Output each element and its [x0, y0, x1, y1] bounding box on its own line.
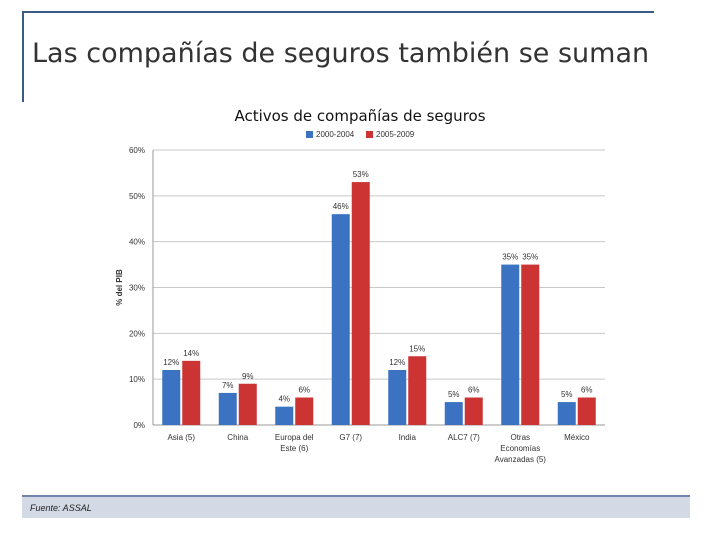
- data-label: 4%: [278, 395, 290, 404]
- bar: [275, 406, 294, 425]
- bar: [557, 402, 576, 425]
- legend-swatch: [366, 131, 373, 138]
- y-tick-label: 20%: [129, 329, 145, 338]
- slide-title: Las compañías de seguros también se suma…: [32, 38, 650, 69]
- data-label: 9%: [242, 372, 254, 381]
- y-tick-label: 60%: [129, 146, 145, 155]
- data-label: 15%: [409, 344, 425, 353]
- y-tick-label: 30%: [129, 284, 145, 293]
- bar: [464, 397, 483, 425]
- data-label: 46%: [333, 202, 349, 211]
- y-tick-label: 0%: [133, 421, 145, 430]
- bar: [162, 370, 181, 425]
- bar: [331, 214, 350, 425]
- data-label: 6%: [468, 386, 480, 395]
- data-label: 5%: [448, 390, 460, 399]
- legend-swatch: [306, 131, 313, 138]
- x-tick-label: India: [399, 433, 417, 442]
- data-label: 7%: [222, 381, 234, 390]
- bar: [521, 264, 540, 425]
- x-tick-label: Otras: [510, 433, 530, 442]
- data-label: 53%: [353, 170, 369, 179]
- x-tick-label: ALC7 (7): [448, 433, 480, 442]
- x-tick-label: Europa del: [275, 433, 314, 442]
- footer-bar: [22, 495, 690, 518]
- bar: [388, 370, 407, 425]
- x-tick-label: China: [227, 433, 248, 442]
- bar-chart: 0% 10% 20% 30% 40% 50% 60% % del PIB 2000-2004 20…: [115, 130, 605, 464]
- y-axis-label: % del PIB: [115, 269, 124, 306]
- legend-label: 2000-2004: [316, 130, 355, 139]
- data-label: 12%: [163, 358, 179, 367]
- bar: [295, 397, 314, 425]
- bar: [408, 356, 427, 425]
- footer-source: Fuente: ASSAL: [30, 503, 92, 513]
- y-tick-label: 10%: [129, 375, 145, 384]
- bar: [501, 264, 520, 425]
- x-tick-label: México: [564, 433, 590, 442]
- bar: [182, 360, 201, 425]
- data-label: 14%: [183, 349, 199, 358]
- data-label: 12%: [389, 358, 405, 367]
- bar: [238, 383, 257, 425]
- y-tick-label: 50%: [129, 192, 145, 201]
- legend-label: 2005-2009: [376, 130, 415, 139]
- title-frame-top: [22, 11, 654, 13]
- x-tick-label: Economías: [500, 444, 540, 453]
- chart-title: Activos de compañías de seguros: [234, 107, 486, 125]
- x-tick-label: G7 (7): [339, 433, 362, 442]
- x-tick-label: Asia (5): [167, 433, 195, 442]
- data-label: 6%: [581, 386, 593, 395]
- data-label: 5%: [561, 390, 573, 399]
- bar: [351, 182, 370, 425]
- bar: [577, 397, 596, 425]
- data-label: 35%: [522, 253, 538, 262]
- data-label: 35%: [502, 253, 518, 262]
- x-tick-label: Avanzadas (5): [495, 455, 547, 464]
- title-frame-left: [22, 11, 24, 102]
- data-label: 6%: [298, 386, 310, 395]
- bar: [444, 402, 463, 425]
- x-tick-label: Este (6): [280, 444, 308, 453]
- bar: [218, 392, 237, 425]
- y-tick-label: 40%: [129, 238, 145, 247]
